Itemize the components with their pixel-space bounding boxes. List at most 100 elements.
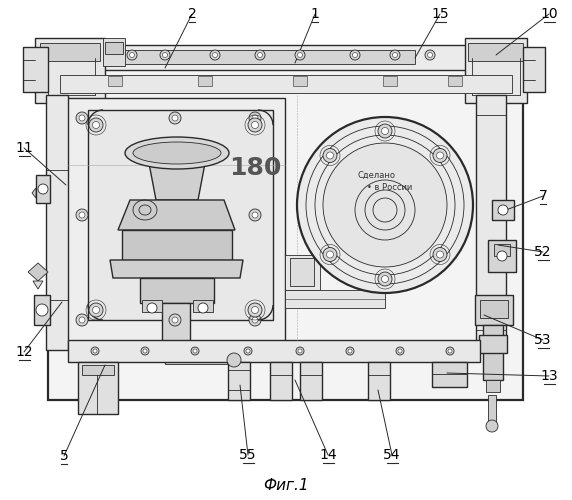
Bar xyxy=(82,365,114,375)
Bar xyxy=(228,362,250,400)
Bar xyxy=(68,340,480,362)
Circle shape xyxy=(436,251,443,258)
Text: 13: 13 xyxy=(540,369,558,383)
Bar xyxy=(105,50,415,64)
Bar xyxy=(122,230,232,260)
Ellipse shape xyxy=(125,137,229,169)
Text: 10: 10 xyxy=(540,7,558,21)
Circle shape xyxy=(350,50,360,60)
Circle shape xyxy=(248,118,262,132)
Circle shape xyxy=(76,112,88,124)
Circle shape xyxy=(252,306,259,314)
Circle shape xyxy=(244,347,252,355)
Bar xyxy=(479,335,507,353)
Text: 5: 5 xyxy=(59,449,69,463)
Circle shape xyxy=(127,50,137,60)
Bar xyxy=(48,55,523,400)
Bar xyxy=(48,45,523,70)
Circle shape xyxy=(378,124,392,138)
Bar xyxy=(60,75,512,93)
Text: • в России: • в России xyxy=(367,182,412,192)
Circle shape xyxy=(172,317,178,323)
Circle shape xyxy=(390,50,400,60)
Bar xyxy=(165,355,227,364)
Bar xyxy=(290,258,314,286)
Circle shape xyxy=(76,209,88,221)
Circle shape xyxy=(352,52,358,58)
Text: 15: 15 xyxy=(431,7,449,21)
Circle shape xyxy=(213,52,217,58)
Circle shape xyxy=(193,349,197,353)
Bar xyxy=(46,95,68,350)
Bar xyxy=(488,395,496,425)
Circle shape xyxy=(255,50,265,60)
Circle shape xyxy=(248,303,262,317)
Circle shape xyxy=(298,349,302,353)
Circle shape xyxy=(147,303,157,313)
Polygon shape xyxy=(110,260,243,278)
Circle shape xyxy=(433,148,447,162)
Circle shape xyxy=(436,152,443,159)
Polygon shape xyxy=(148,158,206,200)
Polygon shape xyxy=(118,200,235,230)
Circle shape xyxy=(486,420,498,432)
Circle shape xyxy=(252,317,258,323)
Text: Фиг.1: Фиг.1 xyxy=(263,478,309,492)
Circle shape xyxy=(129,52,134,58)
Circle shape xyxy=(191,347,199,355)
Circle shape xyxy=(249,112,261,124)
Circle shape xyxy=(89,303,103,317)
Circle shape xyxy=(76,314,88,326)
Ellipse shape xyxy=(133,142,221,164)
Circle shape xyxy=(392,52,398,58)
Text: 180: 180 xyxy=(229,156,281,180)
Circle shape xyxy=(93,349,97,353)
Text: 52: 52 xyxy=(534,245,552,259)
Bar xyxy=(23,47,48,92)
Bar xyxy=(475,295,513,325)
Bar xyxy=(105,42,123,54)
Bar xyxy=(108,76,122,86)
Circle shape xyxy=(252,115,258,121)
Circle shape xyxy=(297,52,303,58)
Circle shape xyxy=(252,212,258,218)
Circle shape xyxy=(382,128,388,134)
Circle shape xyxy=(327,251,333,258)
Bar xyxy=(476,95,506,345)
Bar xyxy=(468,43,523,61)
Bar xyxy=(465,38,527,103)
Polygon shape xyxy=(377,245,393,257)
Circle shape xyxy=(323,148,337,162)
Circle shape xyxy=(160,50,170,60)
Circle shape xyxy=(327,152,333,159)
Bar xyxy=(368,362,390,400)
Circle shape xyxy=(79,212,85,218)
Polygon shape xyxy=(28,263,48,281)
Circle shape xyxy=(79,115,85,121)
Polygon shape xyxy=(32,188,36,198)
Bar xyxy=(103,38,125,66)
Circle shape xyxy=(249,314,261,326)
Bar xyxy=(488,240,516,272)
Circle shape xyxy=(227,353,241,367)
Polygon shape xyxy=(33,281,43,289)
Circle shape xyxy=(348,349,352,353)
Circle shape xyxy=(498,205,508,215)
Circle shape xyxy=(141,347,149,355)
Circle shape xyxy=(257,52,263,58)
Circle shape xyxy=(249,209,261,221)
Bar xyxy=(432,362,467,387)
Polygon shape xyxy=(367,190,403,245)
Bar xyxy=(300,362,322,400)
Bar xyxy=(40,43,100,61)
Text: 12: 12 xyxy=(15,345,33,359)
Bar xyxy=(142,300,162,312)
Bar xyxy=(78,362,118,414)
Bar xyxy=(162,303,190,341)
Text: Сделано: Сделано xyxy=(358,170,396,179)
Bar xyxy=(523,47,545,92)
Circle shape xyxy=(252,122,259,128)
Circle shape xyxy=(246,349,250,353)
Bar xyxy=(492,200,514,220)
Bar xyxy=(193,300,213,312)
